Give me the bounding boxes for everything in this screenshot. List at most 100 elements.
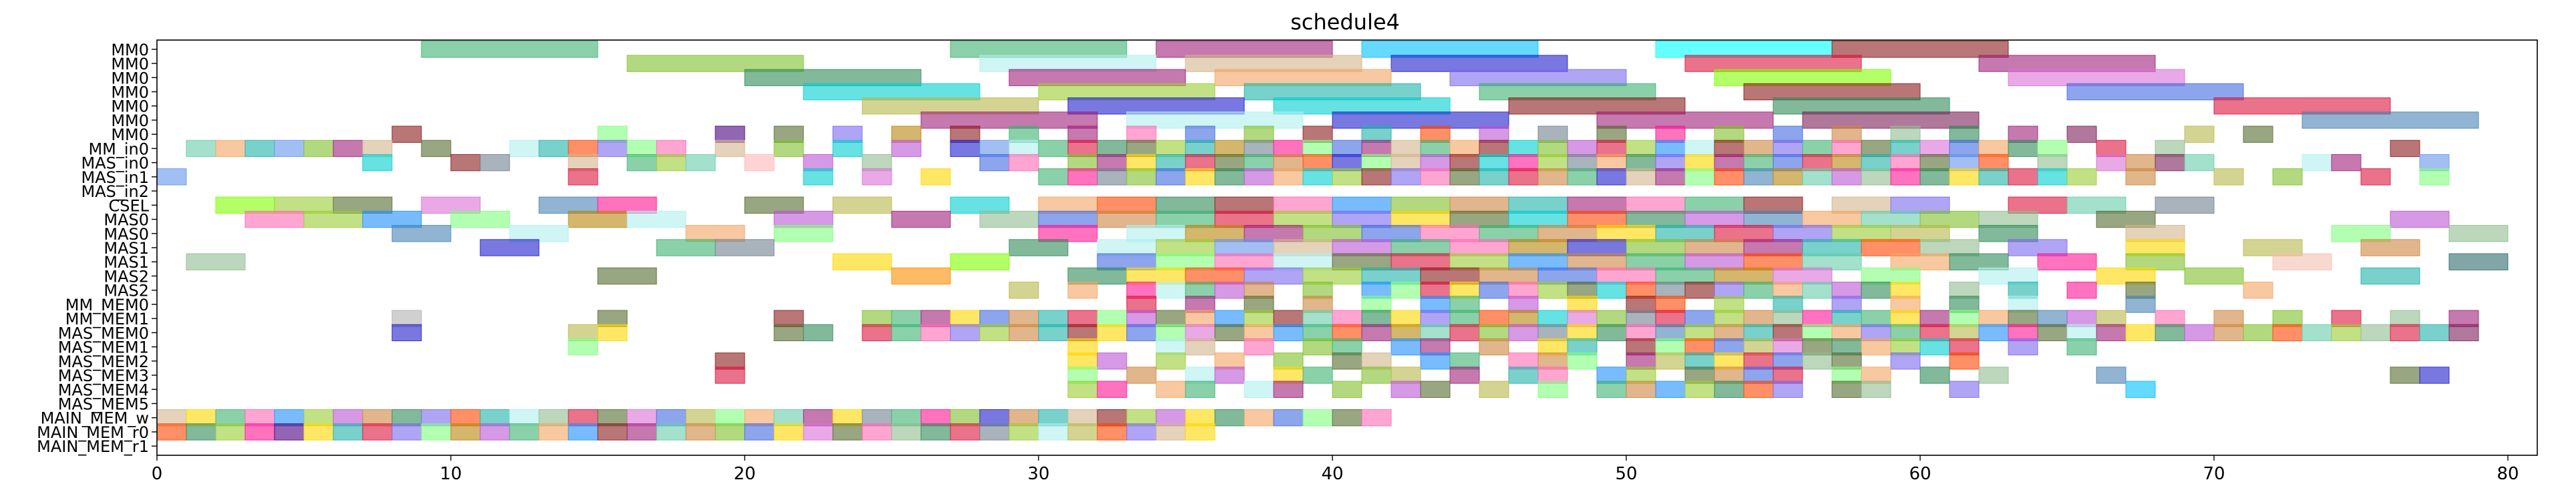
task-bar (2008, 69, 2185, 86)
task-bar (421, 41, 598, 58)
task-bar (1596, 324, 1627, 342)
task-bar (1479, 281, 1509, 299)
task-bar (2213, 324, 2244, 342)
y-tick-label: MAS_in0 (81, 154, 149, 173)
task-bar (362, 423, 393, 441)
task-bar (480, 239, 540, 256)
task-bar (1596, 154, 1627, 172)
task-bar (2243, 281, 2273, 299)
task-bar (1126, 140, 1157, 158)
task-bar (1244, 168, 1274, 186)
task-bar (1508, 210, 1568, 228)
task-bar (1655, 296, 1686, 313)
task-bar (1537, 225, 1598, 242)
y-tick-label: MAS_MEM0 (58, 324, 149, 342)
task-bar (891, 267, 951, 285)
task-bar (1537, 126, 1568, 143)
task-bar (1067, 409, 1098, 427)
task-bar (1655, 168, 1686, 186)
task-bar (803, 324, 834, 342)
task-bar (1802, 210, 1862, 228)
task-bar (2096, 140, 2127, 158)
task-bar (244, 140, 275, 158)
task-bar (1537, 281, 1568, 299)
task-bar (1391, 281, 1421, 299)
task-bar (1302, 338, 1333, 356)
task-bar (950, 423, 980, 441)
task-bar (1596, 366, 1627, 384)
task-bar (1449, 324, 1480, 342)
task-bar (1714, 69, 1891, 86)
task-bar (1185, 423, 1216, 441)
task-bar (1537, 310, 1568, 327)
task-bar (509, 140, 540, 158)
y-axis: MM0MM0MM0MM0MM0MM0MM0MM_in0MAS_in0MAS_in… (37, 41, 157, 456)
task-bar (920, 168, 951, 186)
task-bar (1332, 239, 1392, 256)
task-bar (1214, 210, 1274, 228)
task-bar (421, 196, 481, 214)
task-bar (1391, 338, 1421, 356)
task-bar (1008, 423, 1039, 441)
task-bar (2125, 253, 2185, 270)
task-bar (215, 196, 275, 214)
task-bar (1155, 41, 1333, 58)
task-bar (2066, 83, 2244, 101)
task-bar (1949, 352, 1980, 370)
task-bar (2390, 366, 2420, 384)
task-bar (1479, 324, 1509, 342)
task-bar (2331, 310, 2362, 327)
task-bar (1273, 239, 1333, 256)
task-bar (303, 210, 363, 228)
task-bar (803, 409, 834, 427)
task-bar (1302, 366, 1333, 384)
task-bar (1067, 126, 1098, 143)
task-bar (1773, 281, 1803, 299)
task-bar (2390, 324, 2420, 342)
task-bar (1244, 381, 1274, 398)
task-bar (2066, 126, 2097, 143)
task-bar (1038, 83, 1216, 101)
task-bar (1244, 225, 1304, 242)
task-bar (1302, 281, 1333, 299)
task-bar (832, 423, 863, 441)
task-bar (1626, 196, 1686, 214)
task-bar (1949, 253, 2009, 270)
task-bar (1831, 352, 1862, 370)
task-bar (1302, 324, 1333, 342)
task-bar (1185, 338, 1216, 356)
task-bar (2331, 324, 2362, 342)
task-bar (1743, 239, 1803, 256)
task-bar (1831, 168, 1862, 186)
task-bar (2155, 196, 2215, 214)
task-bar (979, 423, 1010, 441)
task-bar (1861, 239, 1921, 256)
task-bar (979, 154, 1010, 172)
task-bar (1097, 381, 1127, 398)
task-bar (950, 324, 980, 342)
task-bar (2037, 168, 2068, 186)
y-tick-label: MM0 (111, 69, 149, 87)
task-bar (1567, 239, 1627, 256)
task-bar (1978, 366, 2009, 384)
task-bar (1537, 366, 1568, 384)
task-bar (685, 225, 745, 242)
task-bar (1185, 381, 1216, 398)
task-bar (1890, 154, 1921, 172)
task-bar (1185, 225, 1245, 242)
task-bar (1831, 126, 1862, 143)
task-bar (1038, 423, 1069, 441)
task-bar (1861, 210, 1921, 228)
task-bar (1949, 168, 1980, 186)
task-bar (1919, 310, 1950, 327)
task-bar (1185, 55, 1362, 72)
task-bar (803, 423, 834, 441)
task-bar (215, 140, 246, 158)
task-bar (1332, 154, 1362, 172)
y-tick-label: MAS_MEM2 (58, 352, 149, 371)
task-bar (744, 196, 804, 214)
task-bar (1626, 154, 1656, 172)
task-bar (1919, 168, 1950, 186)
task-bar (1214, 168, 1245, 186)
task-bar (1008, 239, 1069, 256)
